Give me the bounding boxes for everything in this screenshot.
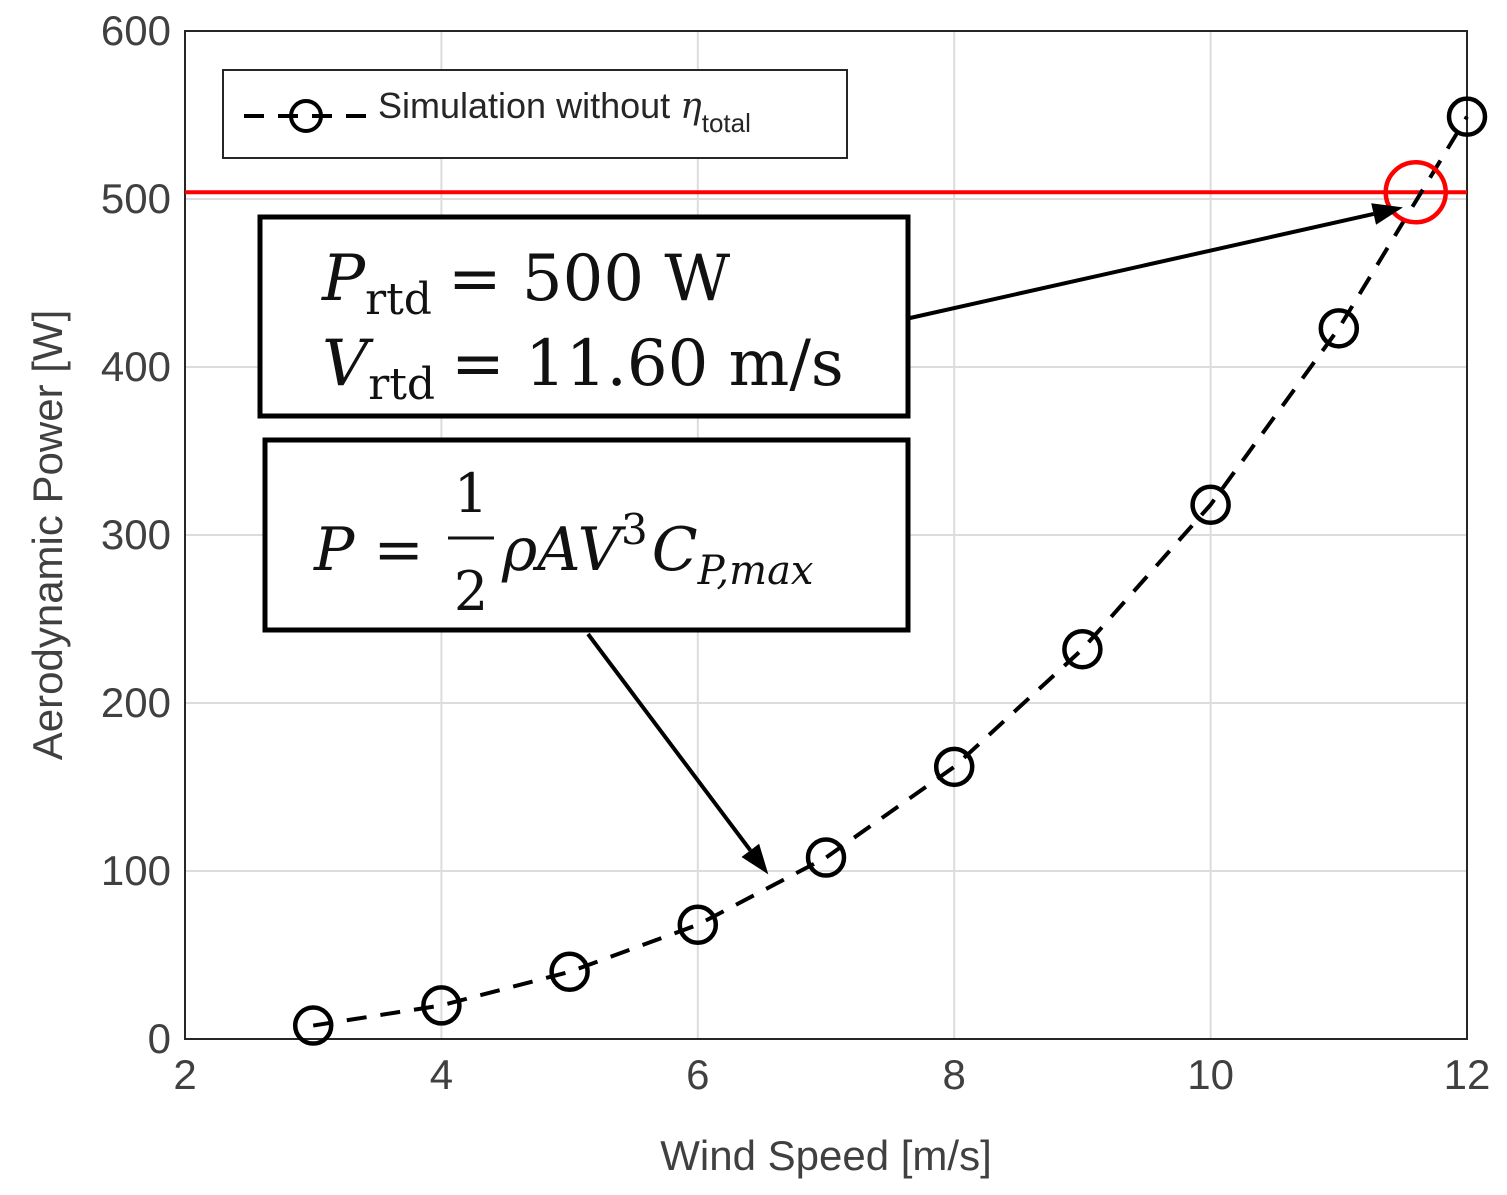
data-point (677, 904, 719, 946)
rated-arrow-head (1371, 203, 1403, 225)
x-axis-label: Wind Speed [m/s] (660, 1132, 991, 1179)
series-markers (292, 96, 1488, 1046)
x-tick-label: 12 (1444, 1051, 1491, 1098)
legend-marker-icon (289, 99, 323, 133)
rated-point-marker (1383, 160, 1448, 225)
x-tick-label: 8 (943, 1051, 966, 1098)
data-point (1190, 484, 1231, 526)
x-ticks: 2 4 6 8 10 12 (173, 1051, 1490, 1098)
y-tick-label: 200 (101, 679, 171, 726)
y-tick-label: 500 (101, 175, 171, 222)
x-tick-label: 10 (1187, 1051, 1234, 1098)
data-point (292, 1005, 334, 1046)
y-tick-label: 300 (101, 511, 171, 558)
data-point (1062, 628, 1103, 670)
series-line (312, 115, 1469, 1028)
y-tick-label: 400 (101, 343, 171, 390)
rated-power-text: Prtd = 500 W (321, 242, 730, 325)
formula-lhs: P = (313, 515, 424, 585)
data-point (1318, 308, 1360, 349)
y-tick-label: 0 (148, 1015, 171, 1062)
rated-annotation: Prtd = 500 W Vrtd = 11.60 m/s (257, 214, 911, 419)
data-point (933, 746, 975, 788)
data-point (549, 951, 590, 993)
y-axis-label: Aerodynamic Power [W] (24, 310, 71, 760)
x-tick-label: 4 (430, 1051, 453, 1098)
formula-numerator: 1 (454, 462, 488, 525)
plot-frame (184, 30, 1468, 1040)
formula-rhs: ρAV3CP,max (501, 505, 813, 594)
legend: Simulation without ηtotal (222, 69, 848, 159)
rated-speed-text: Vrtd = 11.60 m/s (322, 327, 844, 410)
formula-arrow-head (741, 843, 769, 875)
formula-annotation-box (262, 437, 911, 633)
data-point (805, 837, 847, 878)
y-ticks: 0 100 200 300 400 500 600 (101, 7, 171, 1062)
data-point (421, 985, 462, 1026)
formula-arrow (586, 632, 752, 852)
rated-arrow (909, 212, 1375, 320)
x-tick-label: 6 (686, 1051, 709, 1098)
formula-denominator: 2 (454, 560, 488, 623)
legend-label: Simulation without ηtotal (378, 85, 751, 138)
formula-annotation: P = 1 2 ρAV3CP,max (262, 437, 911, 633)
y-tick-label: 100 (101, 847, 171, 894)
data-point (1446, 96, 1488, 137)
y-tick-label: 600 (101, 7, 171, 54)
x-tick-label: 2 (173, 1051, 196, 1098)
rated-annotation-box (257, 214, 911, 419)
